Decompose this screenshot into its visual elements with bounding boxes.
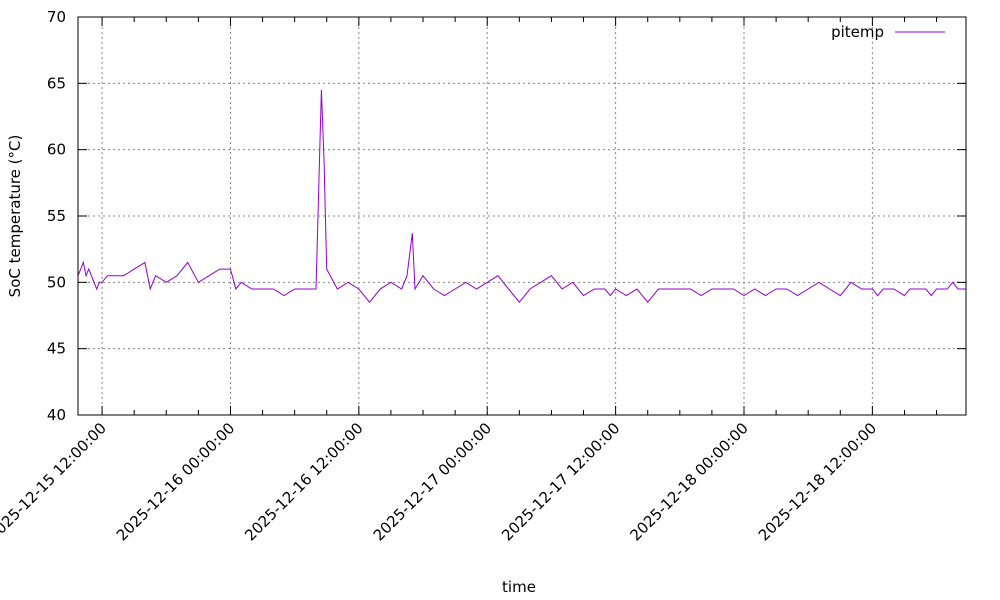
y-axis-title: SoC temperature (°C) [6,135,24,298]
series-line-pitemp [77,89,966,303]
legend: pitemp [831,23,945,41]
y-tick-labels: 40 45 50 55 60 65 70 [47,8,66,424]
y-tick-label: 40 [47,406,66,424]
series-layer [77,89,966,303]
axis-ticks [78,16,966,416]
y-tick-label: 45 [47,340,66,358]
y-tick-label: 65 [47,74,66,92]
y-tick-label: 60 [47,141,66,159]
legend-label-pitemp: pitemp [831,23,884,41]
x-axis-title: time [502,578,536,596]
y-tick-label: 70 [47,8,66,26]
y-tick-label: 50 [47,273,66,291]
y-tick-label: 55 [47,207,66,225]
